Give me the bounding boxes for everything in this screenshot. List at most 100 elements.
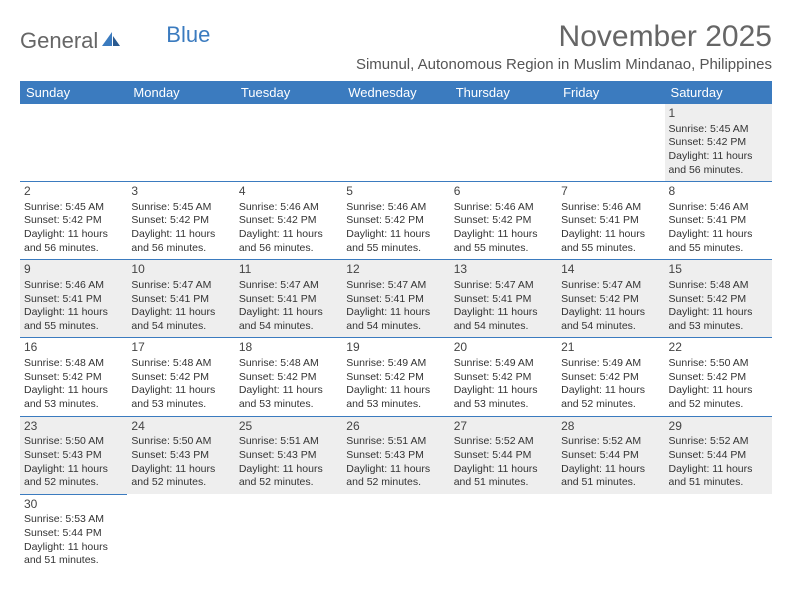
calendar-week-row: 30Sunrise: 5:53 AMSunset: 5:44 PMDayligh… (20, 494, 772, 572)
calendar-empty-cell (235, 104, 342, 182)
calendar-table: SundayMondayTuesdayWednesdayThursdayFrid… (20, 81, 772, 572)
calendar-day-cell: 17Sunrise: 5:48 AMSunset: 5:42 PMDayligh… (127, 338, 234, 416)
calendar-day-cell: 27Sunrise: 5:52 AMSunset: 5:44 PMDayligh… (450, 416, 557, 494)
calendar-day-cell: 21Sunrise: 5:49 AMSunset: 5:42 PMDayligh… (557, 338, 664, 416)
weekday-header: Tuesday (235, 81, 342, 104)
day-number: 16 (24, 340, 123, 356)
day-number: 12 (346, 262, 445, 278)
day-info: Sunrise: 5:47 AMSunset: 5:42 PMDaylight:… (561, 279, 660, 334)
calendar-day-cell: 8Sunrise: 5:46 AMSunset: 5:41 PMDaylight… (665, 182, 772, 260)
day-number: 20 (454, 340, 553, 356)
calendar-day-cell: 13Sunrise: 5:47 AMSunset: 5:41 PMDayligh… (450, 260, 557, 338)
day-info: Sunrise: 5:49 AMSunset: 5:42 PMDaylight:… (454, 357, 553, 412)
calendar-day-cell: 23Sunrise: 5:50 AMSunset: 5:43 PMDayligh… (20, 416, 127, 494)
day-number: 14 (561, 262, 660, 278)
calendar-empty-cell (557, 494, 664, 572)
weekday-header: Saturday (665, 81, 772, 104)
day-info: Sunrise: 5:45 AMSunset: 5:42 PMDaylight:… (669, 123, 768, 178)
day-info: Sunrise: 5:48 AMSunset: 5:42 PMDaylight:… (239, 357, 338, 412)
day-info: Sunrise: 5:47 AMSunset: 5:41 PMDaylight:… (346, 279, 445, 334)
calendar-day-cell: 4Sunrise: 5:46 AMSunset: 5:42 PMDaylight… (235, 182, 342, 260)
day-info: Sunrise: 5:51 AMSunset: 5:43 PMDaylight:… (346, 435, 445, 490)
day-info: Sunrise: 5:51 AMSunset: 5:43 PMDaylight:… (239, 435, 338, 490)
day-number: 28 (561, 419, 660, 435)
day-number: 30 (24, 497, 123, 513)
weekday-header: Monday (127, 81, 234, 104)
calendar-empty-cell (127, 104, 234, 182)
day-number: 2 (24, 184, 123, 200)
calendar-day-cell: 19Sunrise: 5:49 AMSunset: 5:42 PMDayligh… (342, 338, 449, 416)
day-number: 8 (669, 184, 768, 200)
day-info: Sunrise: 5:46 AMSunset: 5:41 PMDaylight:… (669, 201, 768, 256)
header: General Blue November 2025 (20, 20, 772, 54)
day-number: 15 (669, 262, 768, 278)
logo-text-general: General (20, 28, 98, 54)
day-info: Sunrise: 5:48 AMSunset: 5:42 PMDaylight:… (131, 357, 230, 412)
weekday-header: Friday (557, 81, 664, 104)
calendar-day-cell: 12Sunrise: 5:47 AMSunset: 5:41 PMDayligh… (342, 260, 449, 338)
calendar-day-cell: 9Sunrise: 5:46 AMSunset: 5:41 PMDaylight… (20, 260, 127, 338)
page-title: November 2025 (559, 20, 772, 54)
day-number: 9 (24, 262, 123, 278)
day-info: Sunrise: 5:52 AMSunset: 5:44 PMDaylight:… (561, 435, 660, 490)
day-number: 27 (454, 419, 553, 435)
day-number: 26 (346, 419, 445, 435)
day-info: Sunrise: 5:52 AMSunset: 5:44 PMDaylight:… (454, 435, 553, 490)
day-info: Sunrise: 5:49 AMSunset: 5:42 PMDaylight:… (561, 357, 660, 412)
day-number: 23 (24, 419, 123, 435)
calendar-day-cell: 24Sunrise: 5:50 AMSunset: 5:43 PMDayligh… (127, 416, 234, 494)
calendar-day-cell: 18Sunrise: 5:48 AMSunset: 5:42 PMDayligh… (235, 338, 342, 416)
calendar-week-row: 16 Sunrise: 5:48 AMSunset: 5:42 PMDayligh… (20, 338, 772, 416)
day-number: 6 (454, 184, 553, 200)
calendar-day-cell: 2Sunrise: 5:45 AMSunset: 5:42 PMDaylight… (20, 182, 127, 260)
calendar-week-row: 23Sunrise: 5:50 AMSunset: 5:43 PMDayligh… (20, 416, 772, 494)
day-number: 3 (131, 184, 230, 200)
weekday-header: Wednesday (342, 81, 449, 104)
day-number: 29 (669, 419, 768, 435)
calendar-day-cell: 1Sunrise: 5:45 AMSunset: 5:42 PMDaylight… (665, 104, 772, 182)
calendar-empty-cell (557, 104, 664, 182)
calendar-day-cell: 6Sunrise: 5:46 AMSunset: 5:42 PMDaylight… (450, 182, 557, 260)
day-info: Sunrise: 5:47 AMSunset: 5:41 PMDaylight:… (131, 279, 230, 334)
day-number: 13 (454, 262, 553, 278)
weekday-header-row: SundayMondayTuesdayWednesdayThursdayFrid… (20, 81, 772, 104)
calendar-empty-cell (342, 494, 449, 572)
calendar-day-cell: 22Sunrise: 5:50 AMSunset: 5:42 PMDayligh… (665, 338, 772, 416)
sail-icon (100, 28, 122, 54)
calendar-day-cell: 29Sunrise: 5:52 AMSunset: 5:44 PMDayligh… (665, 416, 772, 494)
day-info: Sunrise: 5:46 AMSunset: 5:42 PMDaylight:… (454, 201, 553, 256)
calendar-day-cell: 14Sunrise: 5:47 AMSunset: 5:42 PMDayligh… (557, 260, 664, 338)
location-subtitle: Simunul, Autonomous Region in Muslim Min… (20, 56, 772, 73)
day-info: Sunrise: 5:50 AMSunset: 5:43 PMDaylight:… (131, 435, 230, 490)
calendar-day-cell: 30Sunrise: 5:53 AMSunset: 5:44 PMDayligh… (20, 494, 127, 572)
calendar-empty-cell (450, 104, 557, 182)
calendar-empty-cell (235, 494, 342, 572)
logo: General Blue (20, 20, 210, 54)
weekday-header: Sunday (20, 81, 127, 104)
day-info: Sunrise: 5:50 AMSunset: 5:43 PMDaylight:… (24, 435, 123, 490)
logo-text-blue: Blue (166, 22, 210, 48)
day-info: Sunrise: 5:45 AMSunset: 5:42 PMDaylight:… (131, 201, 230, 256)
calendar-day-cell: 16Sunrise: 5:48 AMSunset: 5:42 PMDayligh… (20, 338, 127, 416)
day-info: Sunrise: 5:49 AMSunset: 5:42 PMDaylight:… (346, 357, 445, 412)
calendar-week-row: 1Sunrise: 5:45 AMSunset: 5:42 PMDaylight… (20, 104, 772, 182)
calendar-empty-cell (127, 494, 234, 572)
day-number: 10 (131, 262, 230, 278)
day-number: 25 (239, 419, 338, 435)
calendar-day-cell: 28Sunrise: 5:52 AMSunset: 5:44 PMDayligh… (557, 416, 664, 494)
calendar-day-cell: 7Sunrise: 5:46 AMSunset: 5:41 PMDaylight… (557, 182, 664, 260)
calendar-empty-cell (342, 104, 449, 182)
calendar-week-row: 9Sunrise: 5:46 AMSunset: 5:41 PMDaylight… (20, 260, 772, 338)
calendar-day-cell: 20Sunrise: 5:49 AMSunset: 5:42 PMDayligh… (450, 338, 557, 416)
day-number: 24 (131, 419, 230, 435)
calendar-day-cell: 5Sunrise: 5:46 AMSunset: 5:42 PMDaylight… (342, 182, 449, 260)
calendar-empty-cell (450, 494, 557, 572)
calendar-day-cell: 25Sunrise: 5:51 AMSunset: 5:43 PMDayligh… (235, 416, 342, 494)
day-info: Sunrise: 5:47 AMSunset: 5:41 PMDaylight:… (239, 279, 338, 334)
calendar-day-cell: 10Sunrise: 5:47 AMSunset: 5:41 PMDayligh… (127, 260, 234, 338)
day-info: Sunrise: 5:46 AMSunset: 5:41 PMDaylight:… (561, 201, 660, 256)
day-number: 5 (346, 184, 445, 200)
day-info: Sunrise: 5:46 AMSunset: 5:42 PMDaylight:… (239, 201, 338, 256)
calendar-empty-cell (20, 104, 127, 182)
day-info: Sunrise: 5:46 AMSunset: 5:41 PMDaylight:… (24, 279, 123, 334)
